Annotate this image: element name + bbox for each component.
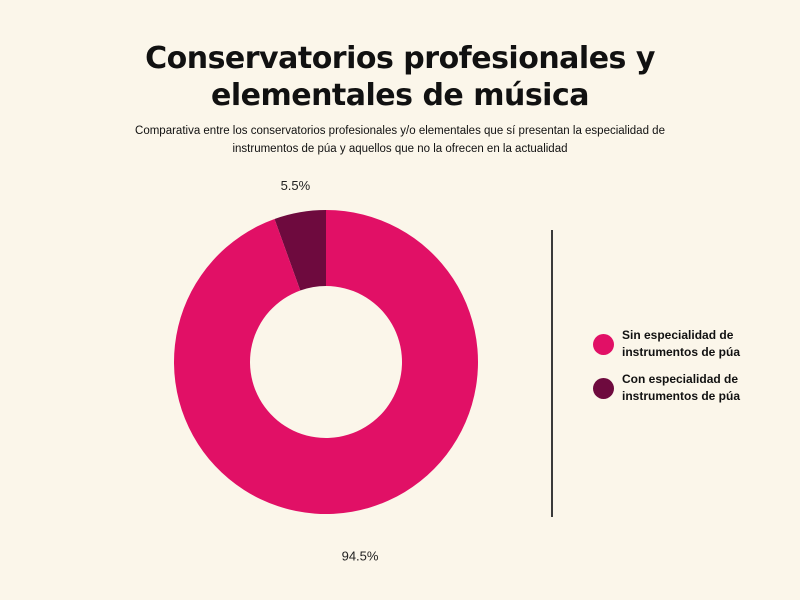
chart-subtitle: Comparativa entre los conservatorios pro… [135, 125, 665, 155]
data-labels: 5.5% 94.5% [281, 178, 379, 563]
legend-label-con-especialidad: Con especialidad de instrumentos de púa [622, 372, 741, 403]
legend-item-sin-especialidad: Sin especialidad de instrumentos de púa [593, 327, 740, 361]
data-label-con-especialidad: 5.5% [281, 178, 311, 193]
chart-title-line-2: elementales de música [210, 78, 590, 113]
legend-swatch-sin-especialidad [593, 333, 614, 355]
legend-item-con-especialidad: Con especialidad de instrumentos de púa [593, 371, 740, 405]
legend-swatch-con-especialidad [593, 377, 614, 399]
donut-slices [174, 210, 478, 515]
donut-slice-sin-especialidad [174, 210, 478, 515]
data-label-sin-especialidad: 94.5% [342, 548, 379, 563]
chart-title: Conservatorios profesionales y elementale… [0, 40, 800, 114]
chart-title-line-1: Conservatorios profesionales y [145, 41, 655, 76]
legend-label-sin-especialidad: Sin especialidad de instrumentos de púa [622, 328, 741, 359]
donut-slice-con-especialidad [274, 210, 326, 291]
legend-divider [551, 230, 553, 517]
